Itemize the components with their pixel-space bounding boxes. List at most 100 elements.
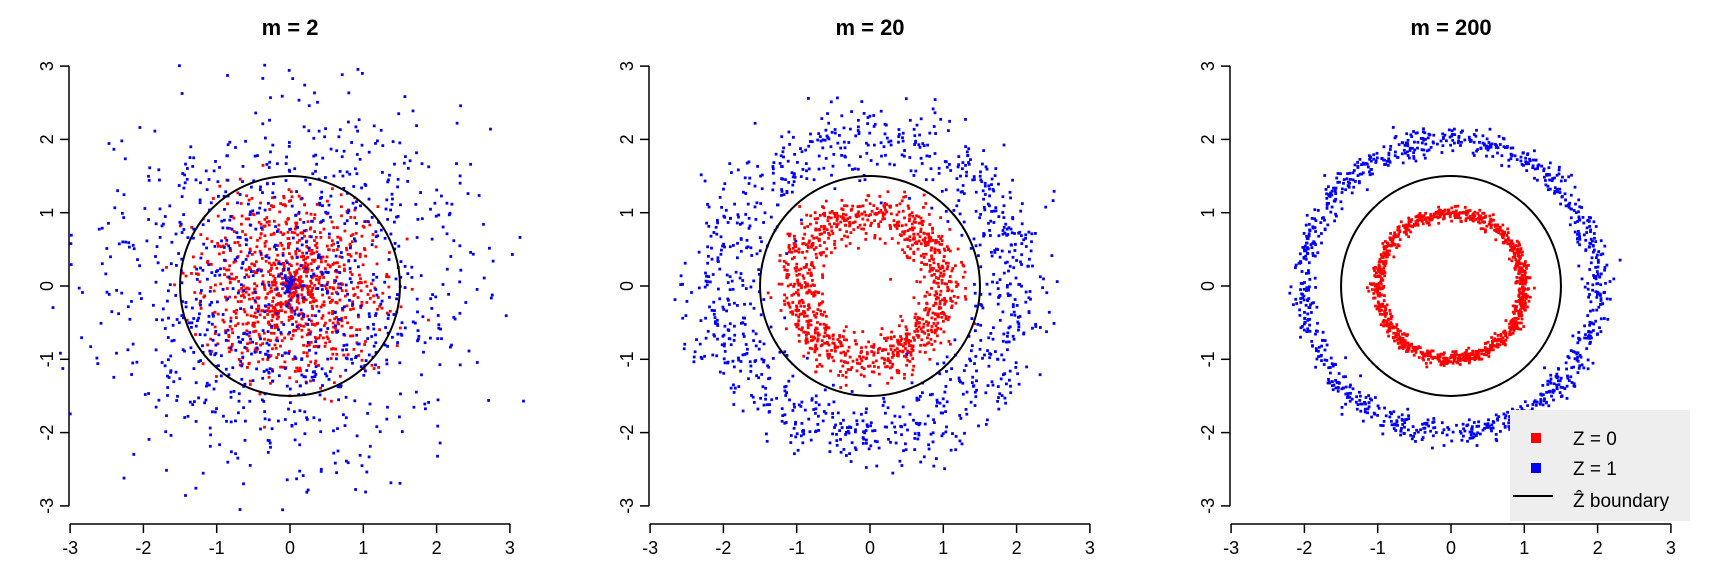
point — [222, 194, 226, 198]
point — [913, 338, 916, 342]
point — [184, 301, 188, 304]
point — [441, 283, 445, 286]
point — [399, 332, 403, 336]
point — [290, 295, 294, 299]
point — [266, 330, 270, 333]
point — [916, 422, 919, 426]
point — [305, 211, 309, 215]
point — [280, 332, 283, 336]
point — [936, 401, 939, 404]
point — [309, 290, 313, 294]
point — [943, 467, 946, 471]
point — [77, 286, 81, 290]
point — [416, 329, 420, 332]
x-tick-label: 0 — [285, 538, 295, 558]
point — [840, 238, 844, 241]
point — [277, 328, 280, 332]
point — [386, 180, 390, 184]
point — [1406, 341, 1410, 345]
point — [949, 296, 952, 300]
point — [1392, 336, 1395, 340]
point — [1385, 321, 1389, 325]
point — [1038, 275, 1042, 279]
point — [903, 190, 906, 194]
point — [912, 127, 916, 131]
point — [1371, 288, 1374, 291]
point — [374, 333, 377, 337]
point — [853, 167, 857, 171]
point — [961, 161, 965, 164]
point — [263, 337, 266, 341]
point — [793, 234, 796, 238]
point — [831, 164, 835, 168]
point — [822, 264, 826, 268]
point — [1000, 353, 1004, 357]
point — [823, 326, 827, 330]
point — [487, 399, 490, 402]
point — [916, 316, 920, 319]
point — [415, 124, 418, 128]
point — [897, 140, 900, 144]
point — [1385, 324, 1389, 328]
point — [316, 266, 319, 270]
point — [780, 282, 784, 286]
point — [302, 351, 306, 354]
point — [81, 291, 84, 294]
point — [836, 345, 840, 349]
point — [224, 295, 227, 299]
point — [759, 396, 762, 400]
point — [804, 148, 807, 152]
point — [1428, 217, 1432, 220]
point — [302, 375, 306, 378]
point — [289, 273, 293, 277]
point — [291, 77, 295, 80]
point — [861, 355, 865, 359]
point — [782, 193, 786, 196]
point — [290, 279, 293, 282]
point — [260, 282, 264, 286]
point — [318, 201, 322, 205]
point — [345, 170, 349, 174]
point — [990, 177, 994, 181]
point — [374, 235, 378, 239]
point — [355, 354, 358, 358]
point — [359, 365, 363, 369]
point — [752, 279, 756, 283]
point — [307, 364, 310, 367]
x-tick-label: -1 — [209, 538, 225, 558]
point — [414, 203, 418, 206]
point — [937, 166, 941, 170]
point — [213, 245, 217, 248]
point — [1442, 353, 1445, 356]
point — [437, 326, 441, 330]
point — [349, 254, 353, 258]
point — [264, 136, 267, 140]
point — [267, 306, 271, 310]
point — [336, 330, 340, 333]
point — [251, 323, 255, 327]
point — [224, 367, 228, 371]
point — [962, 369, 966, 372]
point — [190, 325, 193, 329]
y-tick-label: 3 — [37, 61, 57, 71]
point — [314, 365, 318, 368]
point — [901, 230, 904, 234]
point — [910, 347, 914, 351]
point — [1426, 354, 1430, 358]
point — [843, 338, 846, 342]
point — [1020, 263, 1023, 266]
point — [169, 262, 173, 266]
point — [204, 169, 208, 173]
point — [1466, 216, 1470, 220]
point — [288, 376, 292, 380]
point — [1386, 329, 1390, 333]
point — [872, 125, 876, 128]
point — [321, 303, 324, 307]
point — [153, 129, 157, 133]
x-axis: -3 -2 -1 0 1 2 3 — [62, 523, 515, 558]
point — [224, 308, 228, 312]
point — [970, 349, 973, 353]
point — [762, 298, 766, 301]
point — [707, 205, 711, 209]
point — [1488, 214, 1492, 218]
